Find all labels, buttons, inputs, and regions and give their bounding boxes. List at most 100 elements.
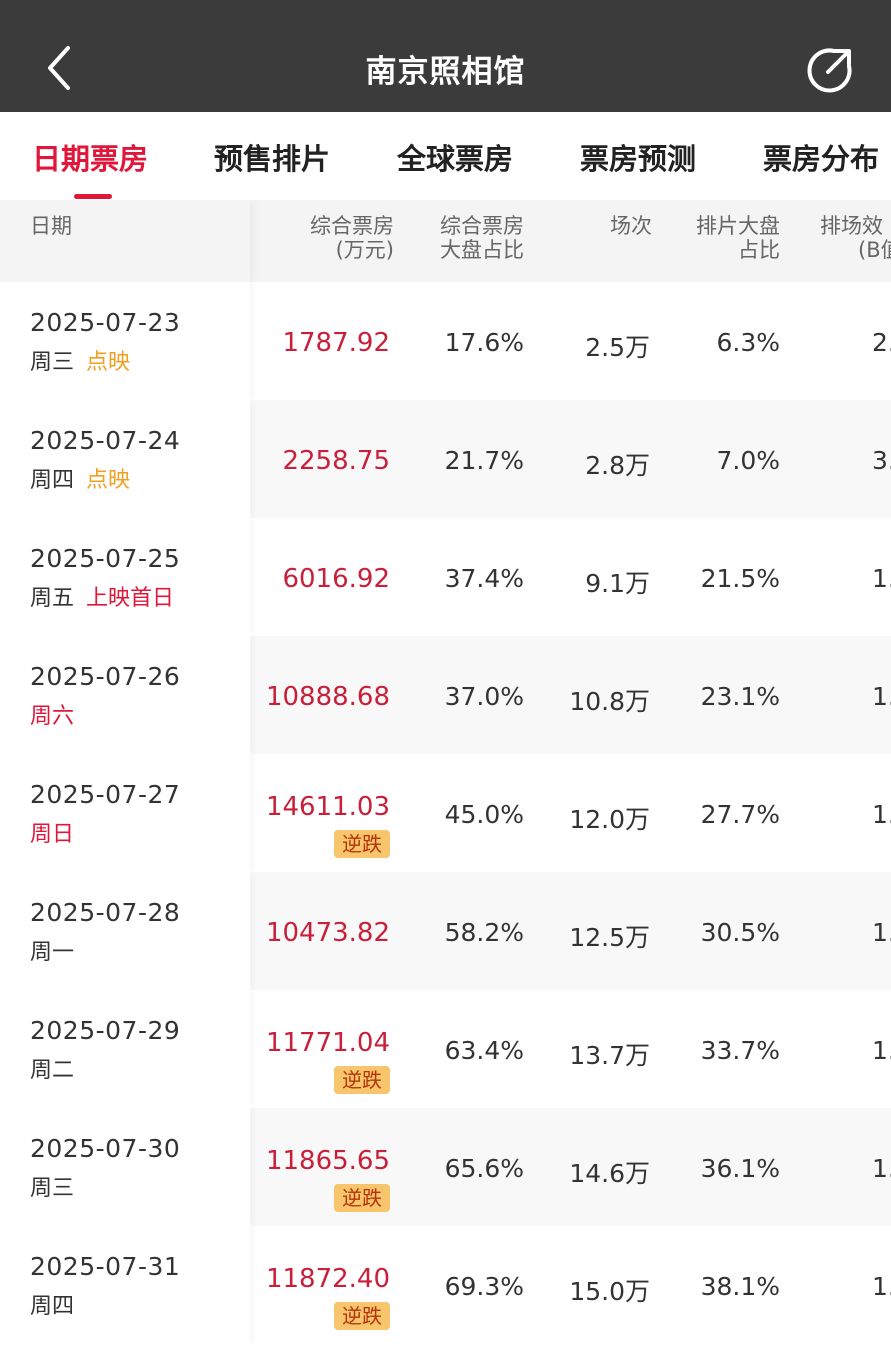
header-screening-share[interactable]: 排片大盘 占比 — [696, 214, 780, 262]
row-efficiency: 1. — [872, 682, 891, 711]
row-screenings: 15.0万 — [569, 1277, 650, 1306]
tab-box-office-forecast[interactable]: 票房预测 — [580, 142, 697, 176]
row-date: 2025-07-30 — [30, 1134, 181, 1163]
table-row[interactable]: 2025-07-31 周四 11872.40 逆跌 69.3% 15.0万 38.1% 1. — [0, 1226, 891, 1344]
tab-date-box-office[interactable]: 日期票房 — [32, 142, 149, 176]
row-efficiency: 1. — [872, 1036, 891, 1065]
row-counter-trend-badge: 逆跌 — [334, 1302, 390, 1330]
row-box-office: 10888.68 — [265, 682, 390, 712]
back-button[interactable] — [30, 32, 90, 102]
header-box-office[interactable]: 综合票房 (万元) — [310, 214, 394, 262]
row-box-office-share: 69.3% — [444, 1272, 524, 1301]
row-weekday: 周四 — [30, 468, 75, 493]
row-box-office: 10473.82 — [265, 918, 390, 948]
table-row[interactable]: 2025-07-27 周日 14611.03 逆跌 45.0% 12.0万 27.7% 1. — [0, 754, 891, 872]
row-efficiency: 1. — [872, 1272, 891, 1301]
row-box-office-share: 37.4% — [444, 564, 524, 593]
row-screening-share: 6.3% — [716, 328, 780, 357]
row-screening-share: 33.7% — [700, 1036, 780, 1065]
row-box-office-share: 65.6% — [444, 1154, 524, 1183]
row-date: 2025-07-31 — [30, 1252, 181, 1281]
row-screening-share: 7.0% — [716, 446, 780, 475]
row-box-office: 11872.40 — [265, 1264, 390, 1294]
row-screenings: 2.8万 — [585, 451, 650, 480]
table-row[interactable]: 2025-07-29 周二 11771.04 逆跌 63.4% 13.7万 33.7% 1. — [0, 990, 891, 1108]
tab-box-office-distribution[interactable]: 票房分布 — [763, 142, 880, 176]
row-efficiency: 1. — [872, 918, 891, 947]
header-efficiency-title: 排场效 — [820, 214, 883, 238]
row-counter-trend-badge: 逆跌 — [334, 1184, 390, 1212]
row-weekday: 周三 — [30, 350, 75, 375]
row-dayline: 周六 — [30, 698, 74, 730]
row-box-office: 2258.75 — [282, 446, 390, 476]
row-date: 2025-07-29 — [30, 1016, 181, 1045]
table-row[interactable]: 2025-07-30 周三 11865.65 逆跌 65.6% 14.6万 36.1% 1. — [0, 1108, 891, 1226]
row-box-office-share: 63.4% — [444, 1036, 524, 1065]
row-fixed-column: 2025-07-23 周三 点映 — [0, 282, 250, 400]
row-efficiency: 1. — [872, 800, 891, 829]
top-bar: 南京照相馆 — [0, 0, 891, 112]
table-row[interactable]: 2025-07-28 周一 10473.82 58.2% 12.5万 30.5% 1. — [0, 872, 891, 990]
header-box-office-share[interactable]: 综合票房 大盘占比 — [440, 214, 524, 262]
row-box-office: 1787.92 — [282, 328, 390, 358]
page-title: 南京照相馆 — [365, 54, 526, 90]
row-box-office-share: 17.6% — [444, 328, 524, 357]
row-date: 2025-07-26 — [30, 662, 181, 691]
row-date: 2025-07-27 — [30, 780, 181, 809]
row-weekday: 周六 — [30, 704, 75, 729]
row-dayline: 周三 点映 — [30, 344, 130, 376]
header-fixed-column: 日期 — [0, 200, 250, 282]
row-date: 2025-07-28 — [30, 898, 181, 927]
row-release-tag: 点映 — [86, 350, 131, 375]
row-box-office-share: 58.2% — [444, 918, 524, 947]
row-box-office-share: 37.0% — [444, 682, 524, 711]
row-date: 2025-07-24 — [30, 426, 181, 455]
row-screenings: 2.5万 — [585, 333, 650, 362]
share-button[interactable] — [804, 44, 856, 96]
row-release-tag: 点映 — [86, 468, 131, 493]
header-date: 日期 — [30, 214, 72, 238]
table-row[interactable]: 2025-07-26 周六 10888.68 37.0% 10.8万 23.1% 1. — [0, 636, 891, 754]
row-dayline: 周一 — [30, 934, 74, 966]
row-fixed-column: 2025-07-26 周六 — [0, 636, 250, 754]
row-dayline: 周四 — [30, 1288, 74, 1320]
row-dayline: 周三 — [30, 1170, 74, 1202]
row-weekday: 周日 — [30, 822, 75, 847]
row-fixed-column: 2025-07-24 周四 点映 — [0, 400, 250, 518]
row-screening-share: 23.1% — [700, 682, 780, 711]
row-screenings: 13.7万 — [569, 1041, 650, 1070]
row-efficiency: 1. — [872, 564, 891, 593]
row-dayline: 周日 — [30, 816, 74, 848]
data-table-body: 2025-07-23周三点映1787.9217.6%2.5万6.3%2.2025… — [0, 282, 891, 1353]
header-efficiency[interactable]: 排场效 (B值 — [820, 214, 891, 262]
row-fixed-column: 2025-07-30 周三 — [0, 1108, 250, 1226]
header-screenings[interactable]: 场次 — [610, 214, 652, 238]
row-date: 2025-07-25 — [30, 544, 181, 573]
row-screening-share: 27.7% — [700, 800, 780, 829]
row-box-office: 6016.92 — [282, 564, 390, 594]
row-screenings: 9.1万 — [585, 569, 650, 598]
row-weekday: 周一 — [30, 940, 75, 965]
row-fixed-column: 2025-07-31 周四 — [0, 1226, 250, 1344]
row-box-office: 11865.65 — [265, 1146, 390, 1176]
tab-presale-schedule[interactable]: 预售排片 — [214, 142, 331, 176]
row-dayline: 周二 — [30, 1052, 74, 1084]
share-icon — [807, 48, 852, 93]
row-box-office: 14611.03 — [265, 792, 390, 822]
row-weekday: 周四 — [30, 1294, 75, 1319]
row-screenings: 14.6万 — [569, 1159, 650, 1188]
row-weekday: 周三 — [30, 1176, 75, 1201]
row-fixed-column: 2025-07-25 周五 上映首日 — [0, 518, 250, 636]
row-screening-share: 30.5% — [700, 918, 780, 947]
row-screenings: 10.8万 — [569, 687, 650, 716]
row-screening-share: 36.1% — [700, 1154, 780, 1183]
row-weekday: 周二 — [30, 1058, 75, 1083]
row-dayline: 周五 上映首日 — [30, 580, 174, 612]
header-efficiency-sub: (B值 — [858, 238, 891, 262]
chevron-left-icon — [48, 46, 70, 90]
row-box-office-share: 45.0% — [444, 800, 524, 829]
tab-global-box-office[interactable]: 全球票房 — [397, 142, 514, 176]
